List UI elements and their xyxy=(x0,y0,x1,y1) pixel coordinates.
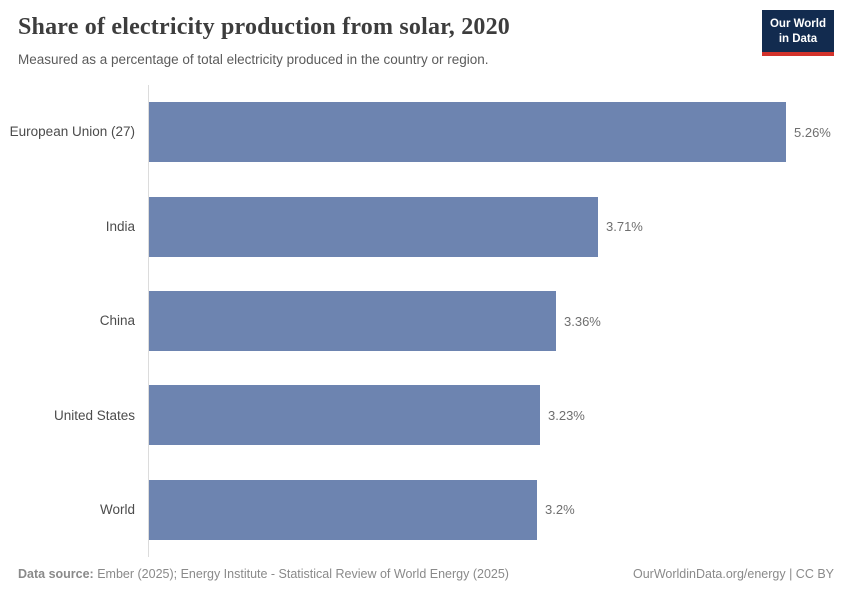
bar-value-label: 5.26% xyxy=(794,124,831,140)
bar-value-label: 3.71% xyxy=(606,219,643,235)
bar[interactable] xyxy=(149,385,540,446)
data-source-label: Data source: xyxy=(18,567,94,581)
bar-rows: European Union (27) 5.26% India 3.71% China 3… xyxy=(0,85,850,557)
bar[interactable] xyxy=(149,196,598,257)
owid-logo-line-2: in Data xyxy=(778,32,818,45)
data-source-note: Data source: Ember (2025); Energy Instit… xyxy=(18,567,509,581)
bar-row: United States 3.23% xyxy=(0,368,850,462)
bar-value-label: 3.23% xyxy=(548,407,585,423)
owid-logo[interactable]: Our World in Data xyxy=(761,10,834,56)
owid-logo-line-1: Our World xyxy=(769,18,826,30)
bar-value-label: 3.36% xyxy=(564,313,601,329)
bar-row: India 3.71% xyxy=(0,179,850,273)
chart-subtitle: Measured as a percentage of total electr… xyxy=(18,52,489,67)
data-source-text: Ember (2025); Energy Institute - Statist… xyxy=(97,567,509,581)
y-axis-line xyxy=(148,85,149,557)
bar-chart: European Union (27) 5.26% India 3.71% China 3… xyxy=(0,85,850,557)
credit-link[interactable]: OurWorldinData.org/energy | CC BY xyxy=(632,567,834,581)
bar-row: European Union (27) 5.26% xyxy=(0,85,850,179)
bar[interactable] xyxy=(149,291,556,352)
chart-footer: Data source: Ember (2025); Energy Instit… xyxy=(18,567,834,581)
bar-value-label: 3.2% xyxy=(545,502,575,518)
category-label: United States xyxy=(53,407,135,423)
category-label: World xyxy=(99,502,135,518)
bar-row: China 3.36% xyxy=(0,274,850,368)
category-label: European Union (27) xyxy=(9,124,135,140)
bar[interactable] xyxy=(149,102,786,163)
category-label: India xyxy=(105,218,135,234)
bar[interactable] xyxy=(149,479,537,540)
category-label: China xyxy=(99,313,135,329)
bar-row: World 3.2% xyxy=(0,463,850,557)
page-title: Share of electricity production from sol… xyxy=(18,14,510,40)
